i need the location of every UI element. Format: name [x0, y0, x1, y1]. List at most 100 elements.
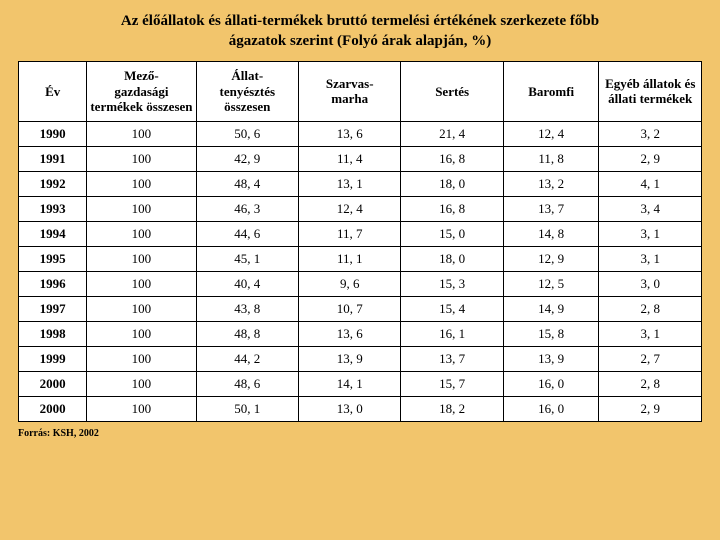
- cell-8-3: 13, 6: [299, 321, 401, 346]
- cell-9-1: 100: [87, 346, 196, 371]
- cell-9-4: 13, 7: [401, 346, 503, 371]
- col-header-3: Szarvas-marha: [299, 62, 401, 122]
- cell-1-2: 42, 9: [196, 146, 298, 171]
- cell-2-1: 100: [87, 171, 196, 196]
- cell-3-1: 100: [87, 196, 196, 221]
- table-row: 199810048, 813, 616, 115, 83, 1: [19, 321, 702, 346]
- cell-4-3: 11, 7: [299, 221, 401, 246]
- cell-8-2: 48, 8: [196, 321, 298, 346]
- col-header-0: Év: [19, 62, 87, 122]
- cell-8-6: 3, 1: [599, 321, 702, 346]
- cell-10-2: 48, 6: [196, 371, 298, 396]
- cell-6-2: 40, 4: [196, 271, 298, 296]
- cell-4-1: 100: [87, 221, 196, 246]
- cell-1-6: 2, 9: [599, 146, 702, 171]
- cell-1-4: 16, 8: [401, 146, 503, 171]
- cell-5-4: 18, 0: [401, 246, 503, 271]
- cell-11-4: 18, 2: [401, 396, 503, 421]
- cell-11-3: 13, 0: [299, 396, 401, 421]
- cell-2-5: 13, 2: [503, 171, 599, 196]
- cell-0-5: 12, 4: [503, 121, 599, 146]
- cell-6-1: 100: [87, 271, 196, 296]
- cell-5-1: 100: [87, 246, 196, 271]
- cell-2-4: 18, 0: [401, 171, 503, 196]
- cell-5-3: 11, 1: [299, 246, 401, 271]
- cell-7-3: 10, 7: [299, 296, 401, 321]
- cell-2-6: 4, 1: [599, 171, 702, 196]
- cell-10-6: 2, 8: [599, 371, 702, 396]
- cell-6-4: 15, 3: [401, 271, 503, 296]
- cell-8-5: 15, 8: [503, 321, 599, 346]
- cell-10-5: 16, 0: [503, 371, 599, 396]
- cell-8-0: 1998: [19, 321, 87, 346]
- table-row: 199710043, 810, 715, 414, 92, 8: [19, 296, 702, 321]
- table-row: 199610040, 49, 615, 312, 53, 0: [19, 271, 702, 296]
- table-row: 200010050, 113, 018, 216, 02, 9: [19, 396, 702, 421]
- table-row: 199110042, 911, 416, 811, 82, 9: [19, 146, 702, 171]
- data-table: ÉvMező-gazdasági termékek összesenÁllat-…: [18, 61, 702, 422]
- table-row: 199910044, 213, 913, 713, 92, 7: [19, 346, 702, 371]
- cell-7-6: 2, 8: [599, 296, 702, 321]
- cell-11-1: 100: [87, 396, 196, 421]
- col-header-1: Mező-gazdasági termékek összesen: [87, 62, 196, 122]
- cell-0-4: 21, 4: [401, 121, 503, 146]
- cell-1-5: 11, 8: [503, 146, 599, 171]
- cell-4-2: 44, 6: [196, 221, 298, 246]
- cell-0-6: 3, 2: [599, 121, 702, 146]
- col-header-5: Baromfi: [503, 62, 599, 122]
- table-row: 199210048, 413, 118, 013, 24, 1: [19, 171, 702, 196]
- table-header-row: ÉvMező-gazdasági termékek összesenÁllat-…: [19, 62, 702, 122]
- cell-7-4: 15, 4: [401, 296, 503, 321]
- title-line1: Az élőállatok és állati-termékek bruttó …: [121, 13, 599, 29]
- title-line2: ágazatok szerint (Folyó árak alapján, %): [229, 33, 491, 49]
- cell-6-0: 1996: [19, 271, 87, 296]
- cell-7-1: 100: [87, 296, 196, 321]
- cell-9-6: 2, 7: [599, 346, 702, 371]
- cell-0-2: 50, 6: [196, 121, 298, 146]
- col-header-2: Állat-tenyésztés összesen: [196, 62, 298, 122]
- cell-9-3: 13, 9: [299, 346, 401, 371]
- table-row: 199410044, 611, 715, 014, 83, 1: [19, 221, 702, 246]
- cell-3-3: 12, 4: [299, 196, 401, 221]
- cell-9-0: 1999: [19, 346, 87, 371]
- cell-9-5: 13, 9: [503, 346, 599, 371]
- cell-11-5: 16, 0: [503, 396, 599, 421]
- cell-10-0: 2000: [19, 371, 87, 396]
- cell-4-6: 3, 1: [599, 221, 702, 246]
- cell-5-5: 12, 9: [503, 246, 599, 271]
- cell-10-3: 14, 1: [299, 371, 401, 396]
- cell-6-5: 12, 5: [503, 271, 599, 296]
- source-text: Forrás: KSH, 2002: [18, 428, 702, 439]
- cell-4-5: 14, 8: [503, 221, 599, 246]
- cell-7-2: 43, 8: [196, 296, 298, 321]
- cell-7-5: 14, 9: [503, 296, 599, 321]
- table-row: 199310046, 312, 416, 813, 73, 4: [19, 196, 702, 221]
- cell-3-4: 16, 8: [401, 196, 503, 221]
- cell-6-3: 9, 6: [299, 271, 401, 296]
- cell-3-0: 1993: [19, 196, 87, 221]
- cell-9-2: 44, 2: [196, 346, 298, 371]
- cell-0-0: 1990: [19, 121, 87, 146]
- col-header-4: Sertés: [401, 62, 503, 122]
- cell-8-4: 16, 1: [401, 321, 503, 346]
- page-title: Az élőállatok és állati-termékek bruttó …: [18, 12, 702, 51]
- cell-8-1: 100: [87, 321, 196, 346]
- cell-1-0: 1991: [19, 146, 87, 171]
- cell-4-0: 1994: [19, 221, 87, 246]
- cell-1-3: 11, 4: [299, 146, 401, 171]
- table-row: 199510045, 111, 118, 012, 93, 1: [19, 246, 702, 271]
- cell-0-3: 13, 6: [299, 121, 401, 146]
- cell-5-0: 1995: [19, 246, 87, 271]
- col-header-6: Egyéb állatok és állati termékek: [599, 62, 702, 122]
- cell-3-5: 13, 7: [503, 196, 599, 221]
- cell-6-6: 3, 0: [599, 271, 702, 296]
- cell-10-4: 15, 7: [401, 371, 503, 396]
- cell-11-6: 2, 9: [599, 396, 702, 421]
- cell-11-2: 50, 1: [196, 396, 298, 421]
- cell-3-6: 3, 4: [599, 196, 702, 221]
- table-body: 199010050, 613, 621, 412, 43, 2199110042…: [19, 121, 702, 421]
- cell-5-2: 45, 1: [196, 246, 298, 271]
- cell-1-1: 100: [87, 146, 196, 171]
- cell-2-3: 13, 1: [299, 171, 401, 196]
- cell-2-2: 48, 4: [196, 171, 298, 196]
